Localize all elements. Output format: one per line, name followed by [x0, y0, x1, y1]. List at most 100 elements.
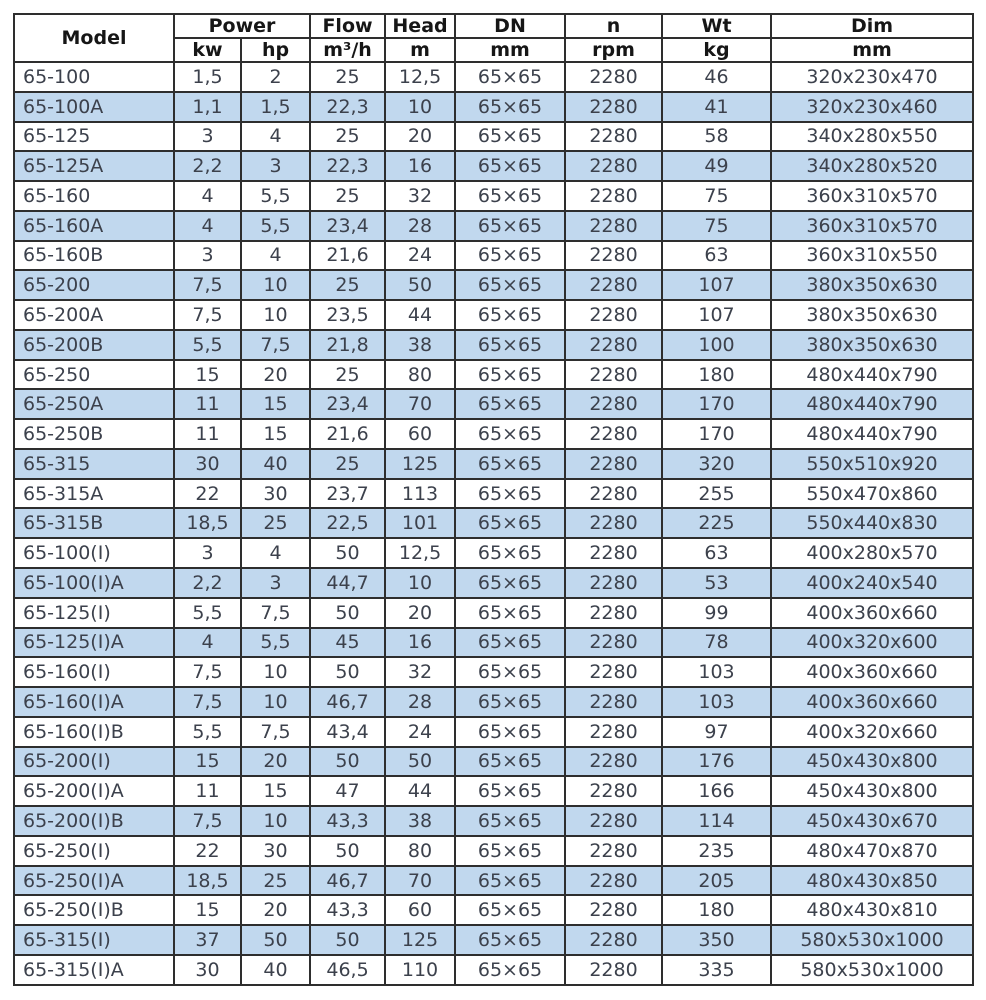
cell-n: 2280 — [564, 745, 664, 778]
table-row: 65-315(I)A 30 40 46,5 110 65×65 2280 335 580x530… — [13, 953, 975, 987]
header-unit-head: m — [384, 37, 457, 63]
cell-flow: 50 — [309, 834, 387, 867]
cell-flow: 46,7 — [309, 864, 387, 897]
cell-power-kw: 7,5 — [173, 299, 242, 331]
cell-wt: 180 — [661, 358, 773, 391]
cell-model: 65-200(I) — [13, 745, 175, 778]
header-unit-dn: mm — [454, 37, 567, 63]
cell-power-kw: 3 — [173, 537, 242, 570]
cell-flow: 25 — [309, 358, 387, 391]
table-row: 65-200B 5,5 7,5 21,8 38 65×65 2280 100 380x350x6… — [13, 328, 975, 361]
cell-wt: 63 — [661, 239, 773, 272]
cell-n: 2280 — [564, 239, 664, 272]
cell-n: 2280 — [564, 715, 664, 748]
cell-power-kw: 37 — [173, 924, 242, 956]
cell-power-kw: 1,1 — [173, 90, 242, 123]
cell-head: 125 — [384, 924, 457, 956]
cell-wt: 205 — [661, 864, 773, 897]
cell-power-kw: 5,5 — [173, 715, 242, 748]
cell-power-kw: 2,2 — [173, 150, 242, 183]
cell-dim: 450x430x800 — [770, 745, 975, 778]
cell-power-kw: 3 — [173, 120, 242, 153]
cell-power-hp: 3 — [239, 567, 312, 599]
cell-dim: 550x470x860 — [770, 477, 975, 510]
cell-dim: 360x310x570 — [770, 209, 975, 242]
cell-flow: 50 — [309, 745, 387, 778]
cell-head: 80 — [384, 358, 457, 391]
cell-wt: 335 — [661, 953, 773, 987]
header-dn: DN — [454, 13, 567, 39]
header-unit-n: rpm — [564, 37, 664, 63]
cell-power-kw: 3 — [173, 239, 242, 272]
header-unit-flow: m³/h — [309, 37, 387, 63]
cell-model: 65-160A — [13, 209, 175, 242]
cell-dim: 580x530x1000 — [770, 953, 975, 987]
table-row: 65-250(I) 22 30 50 80 65×65 2280 235 480x470x870 — [13, 834, 975, 867]
cell-head: 32 — [384, 180, 457, 212]
cell-power-kw: 2,2 — [173, 567, 242, 599]
cell-dn: 65×65 — [454, 805, 567, 837]
cell-flow: 50 — [309, 924, 387, 956]
cell-dn: 65×65 — [454, 924, 567, 956]
cell-dn: 65×65 — [454, 894, 567, 927]
header-power: Power — [172, 13, 312, 39]
header-unit-wt: kg — [661, 37, 773, 63]
header-flow: Flow — [309, 13, 387, 39]
cell-power-hp: 7,5 — [239, 715, 312, 748]
cell-flow: 22,3 — [309, 90, 387, 123]
cell-wt: 235 — [661, 834, 773, 867]
table-row: 65-250B 11 15 21,6 60 65×65 2280 170 480x440x790 — [13, 418, 975, 450]
cell-dim: 400x240x540 — [770, 567, 975, 599]
cell-power-hp: 5,5 — [239, 626, 312, 659]
cell-power-hp: 7,5 — [239, 328, 312, 361]
cell-n: 2280 — [564, 834, 664, 867]
cell-head: 38 — [384, 328, 457, 361]
cell-power-hp: 7,5 — [239, 596, 312, 629]
header-unit-kw: kw — [173, 37, 242, 63]
cell-dim: 400x360x660 — [770, 596, 975, 629]
cell-flow: 46,5 — [309, 953, 387, 987]
table-row: 65-200A 7,5 10 23,5 44 65×65 2280 107 380x350x63… — [13, 299, 975, 331]
cell-dim: 380x350x630 — [770, 328, 975, 361]
cell-dim: 480x440x790 — [770, 388, 975, 421]
cell-wt: 99 — [661, 596, 773, 629]
cell-model: 65-200 — [13, 269, 175, 302]
table-header: Model Power Flow Head DN n Wt Dim kw hp … — [13, 13, 975, 63]
cell-dn: 65×65 — [454, 418, 567, 450]
cell-model: 65-250(I)A — [13, 864, 175, 897]
cell-power-hp: 4 — [239, 120, 312, 153]
table-row: 65-160(I)A 7,5 10 46,7 28 65×65 2280 103 400x360… — [13, 686, 975, 718]
table-row: 65-250(I)A 18,5 25 46,7 70 65×65 2280 205 480x43… — [13, 864, 975, 897]
cell-head: 20 — [384, 596, 457, 629]
cell-model: 65-315(I) — [13, 924, 175, 956]
cell-flow: 23,4 — [309, 209, 387, 242]
cell-model: 65-250(I)B — [13, 894, 175, 927]
cell-dn: 65×65 — [454, 507, 567, 540]
table-row: 65-200(I) 15 20 50 50 65×65 2280 176 450x430x800 — [13, 745, 975, 778]
cell-power-hp: 2 — [239, 61, 312, 93]
cell-n: 2280 — [564, 775, 664, 808]
cell-wt: 100 — [661, 328, 773, 361]
cell-power-hp: 10 — [239, 686, 312, 718]
cell-flow: 25 — [309, 447, 387, 480]
table-row: 65-315A 22 30 23,7 113 65×65 2280 255 550x470x86… — [13, 477, 975, 510]
cell-model: 65-160(I)B — [13, 715, 175, 748]
cell-dim: 450x430x800 — [770, 775, 975, 808]
cell-n: 2280 — [564, 894, 664, 927]
table-row: 65-160 4 5,5 25 32 65×65 2280 75 360x310x570 — [13, 180, 975, 212]
table-row: 65-200(I)A 11 15 47 44 65×65 2280 166 450x430x80… — [13, 775, 975, 808]
cell-wt: 166 — [661, 775, 773, 808]
cell-power-hp: 40 — [239, 447, 312, 480]
cell-flow: 25 — [309, 269, 387, 302]
cell-dn: 65×65 — [454, 953, 567, 987]
cell-dn: 65×65 — [454, 715, 567, 748]
cell-power-hp: 40 — [239, 953, 312, 987]
cell-dn: 65×65 — [454, 686, 567, 718]
cell-head: 50 — [384, 269, 457, 302]
table-row: 65-250 15 20 25 80 65×65 2280 180 480x440x790 — [13, 358, 975, 391]
cell-power-kw: 30 — [173, 953, 242, 987]
cell-power-hp: 1,5 — [239, 90, 312, 123]
header-row-groups: Model Power Flow Head DN n Wt Dim — [13, 13, 975, 63]
cell-power-hp: 25 — [239, 864, 312, 897]
